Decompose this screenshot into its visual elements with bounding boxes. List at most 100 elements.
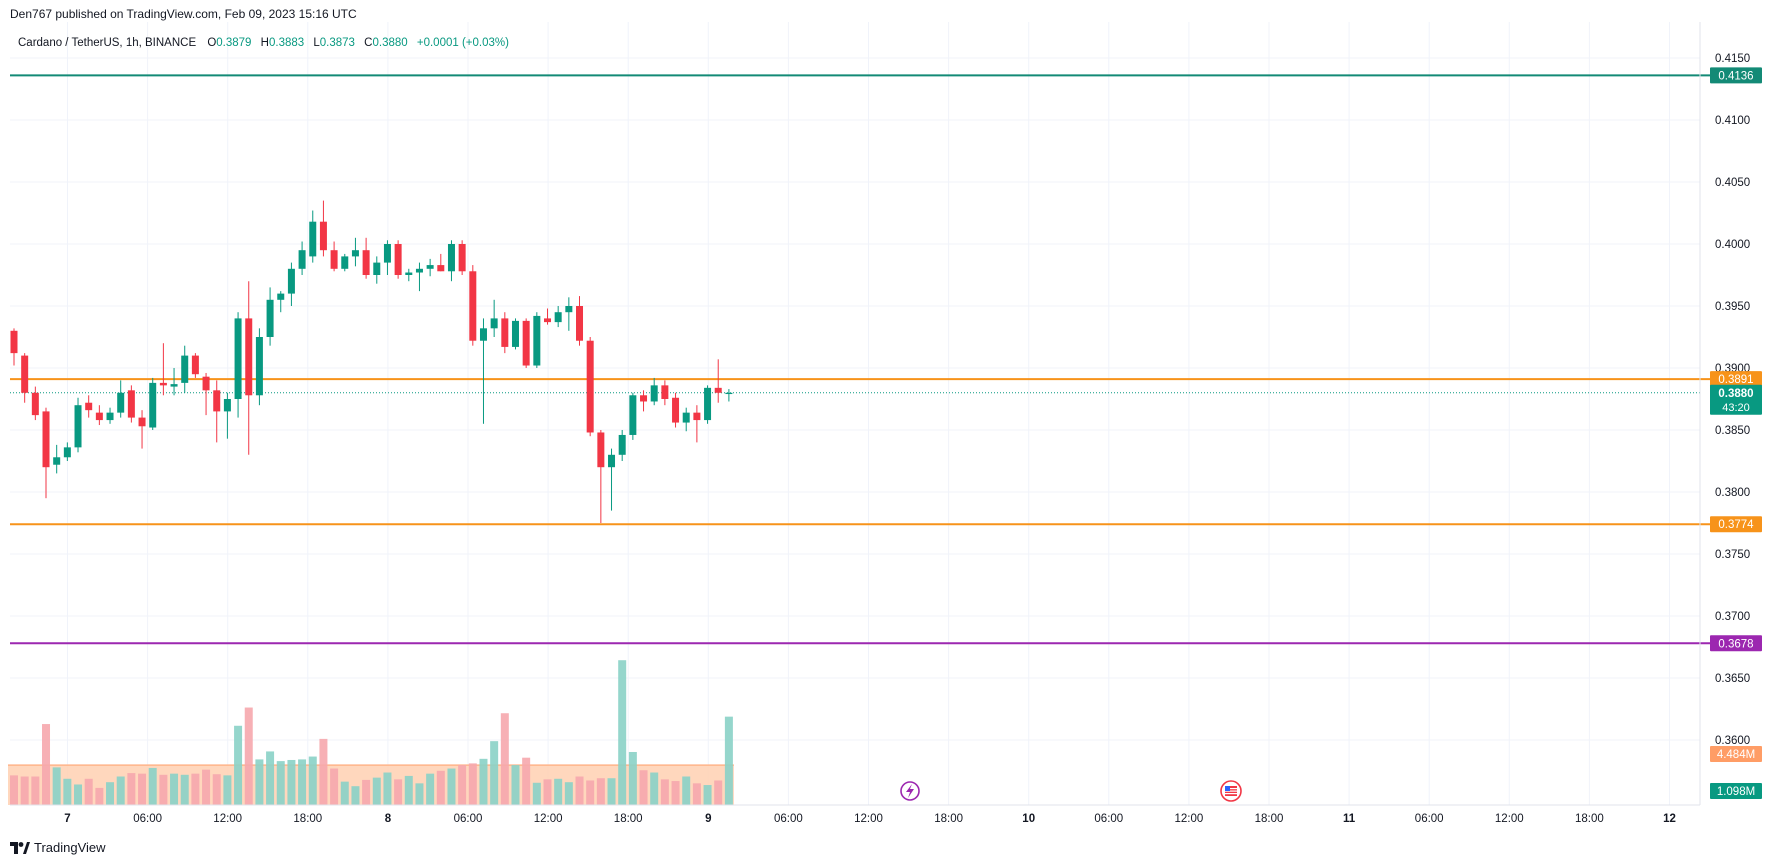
time-tick-label: 10 — [1022, 813, 1035, 825]
legend-high-label: H — [261, 37, 269, 49]
legend-change: +0.0001 (+0.03%) — [417, 37, 509, 49]
volume-bar — [660, 779, 669, 805]
candle-body — [629, 395, 637, 435]
volume-bar — [138, 773, 147, 805]
level-label: 0.3774 — [1718, 519, 1754, 531]
us-flag-event-icon[interactable] — [1220, 780, 1242, 802]
time-tick-label: 06:00 — [1415, 813, 1444, 825]
volume-bar — [415, 783, 424, 805]
candle-body — [533, 315, 541, 366]
time-tick-label: 18:00 — [614, 813, 643, 825]
volume-bar — [511, 765, 520, 805]
candle-body — [479, 328, 487, 341]
legend-symbol: Cardano / TetherUS, 1h, BINANCE — [18, 37, 196, 49]
volume-bar — [106, 782, 115, 805]
time-tick-label: 06:00 — [454, 813, 483, 825]
legend-close-value: 0.3880 — [372, 37, 407, 49]
volume-bar — [490, 741, 499, 805]
price-chart[interactable]: 0.41500.41000.40500.40000.39500.39000.38… — [0, 0, 1782, 830]
volume-label-bg — [1710, 783, 1762, 799]
time-tick-label: 06:00 — [133, 813, 162, 825]
candle-body — [63, 447, 71, 458]
volume-bar — [20, 776, 29, 805]
candle-body — [511, 320, 519, 347]
candle-body — [693, 412, 701, 421]
candle-body — [106, 412, 114, 421]
time-tick-label: 06:00 — [774, 813, 803, 825]
candle-body — [287, 268, 295, 294]
candle-body — [682, 412, 690, 423]
volume-bar — [95, 787, 104, 805]
volume-bar — [255, 759, 264, 805]
volume-label: 4.484M — [1717, 749, 1755, 761]
volume-bar — [607, 778, 616, 805]
volume-bar — [394, 779, 403, 805]
volume-bar — [522, 757, 531, 805]
volume-bar — [42, 724, 51, 805]
candle-body — [351, 250, 359, 257]
volume-bar — [191, 773, 200, 805]
price-tick-label: 0.3800 — [1715, 487, 1750, 499]
volume-bar — [468, 763, 477, 805]
legend-open-label: O — [207, 37, 216, 49]
price-tick-label: 0.3850 — [1715, 425, 1750, 437]
time-tick-label: 18:00 — [293, 813, 322, 825]
price-tick-label: 0.3950 — [1715, 301, 1750, 313]
volume-bar — [564, 782, 573, 805]
level-label-bg — [1710, 371, 1762, 388]
volume-bar — [298, 759, 307, 805]
time-tick-label: 9 — [705, 813, 711, 825]
volume-bar — [351, 786, 360, 805]
volume-bar — [223, 775, 232, 805]
candle-body — [362, 250, 370, 275]
level-label: 0.3678 — [1718, 638, 1753, 650]
volume-bar — [10, 775, 18, 805]
candle-body — [608, 454, 616, 468]
candle-body — [469, 271, 477, 341]
time-tick-label: 12:00 — [213, 813, 242, 825]
candle-body — [437, 265, 445, 272]
volume-bar — [500, 713, 509, 805]
candle-body — [330, 250, 338, 269]
time-tick-label: 06:00 — [1094, 813, 1123, 825]
volume-bar — [31, 776, 40, 805]
candle-body — [277, 293, 285, 300]
lightning-icon[interactable] — [900, 781, 920, 801]
volume-bar — [276, 761, 285, 805]
volume-bar — [180, 774, 189, 805]
time-tick-label: 18:00 — [934, 813, 963, 825]
candle-body — [458, 244, 466, 272]
volume-bar — [479, 758, 488, 805]
candle-body — [298, 250, 306, 269]
volume-bar — [84, 778, 93, 805]
candle-body — [522, 320, 530, 366]
volume-bar — [319, 738, 328, 805]
level-label: 0.3891 — [1718, 374, 1753, 386]
candle-body — [383, 244, 391, 263]
published-info: Den767 published on TradingView.com, Feb… — [10, 7, 357, 21]
volume-bar — [287, 759, 296, 805]
volume-bar — [234, 725, 243, 805]
candle-body — [650, 385, 658, 402]
price-tick-label: 0.3650 — [1715, 673, 1750, 685]
price-axis-labels: 0.4136 0.3891 0.3774 0.3678 0.3880 43:20 4.484… — [1710, 67, 1762, 799]
volume-bar — [575, 776, 584, 805]
volume-label: 1.098M — [1717, 786, 1755, 798]
candle-body — [426, 265, 434, 269]
time-tick-label: 12:00 — [854, 813, 883, 825]
volume-bar — [543, 779, 552, 805]
price-tick-label: 0.3700 — [1715, 611, 1750, 623]
volume-bar — [127, 773, 136, 805]
candle-body — [21, 355, 29, 393]
volume-bar — [682, 776, 691, 805]
time-tick-label: 18:00 — [1255, 813, 1284, 825]
candle-body — [149, 382, 157, 428]
candle-body — [181, 355, 189, 383]
candle-body — [501, 318, 509, 347]
volume-bar — [170, 773, 179, 805]
candle-body — [415, 268, 423, 273]
candle-body — [234, 318, 242, 399]
candle-body — [640, 395, 648, 402]
level-label: 0.4136 — [1718, 70, 1753, 82]
candle-body — [170, 384, 178, 387]
